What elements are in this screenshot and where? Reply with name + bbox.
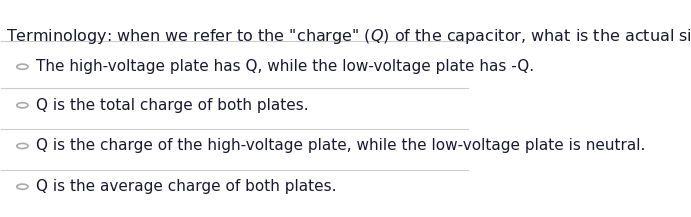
Text: Q is the total charge of both plates.: Q is the total charge of both plates.	[37, 98, 309, 113]
Text: Terminology: when we refer to the "charge" ($\mathit{Q}$) of the capacitor, what: Terminology: when we refer to the "charg…	[6, 27, 691, 46]
Text: Q is the average charge of both plates.: Q is the average charge of both plates.	[37, 179, 337, 194]
Text: The high-voltage plate has Q, while the low-voltage plate has -Q.: The high-voltage plate has Q, while the …	[37, 59, 535, 74]
Text: Q is the charge of the high-voltage plate, while the low-voltage plate is neutra: Q is the charge of the high-voltage plat…	[37, 138, 646, 153]
